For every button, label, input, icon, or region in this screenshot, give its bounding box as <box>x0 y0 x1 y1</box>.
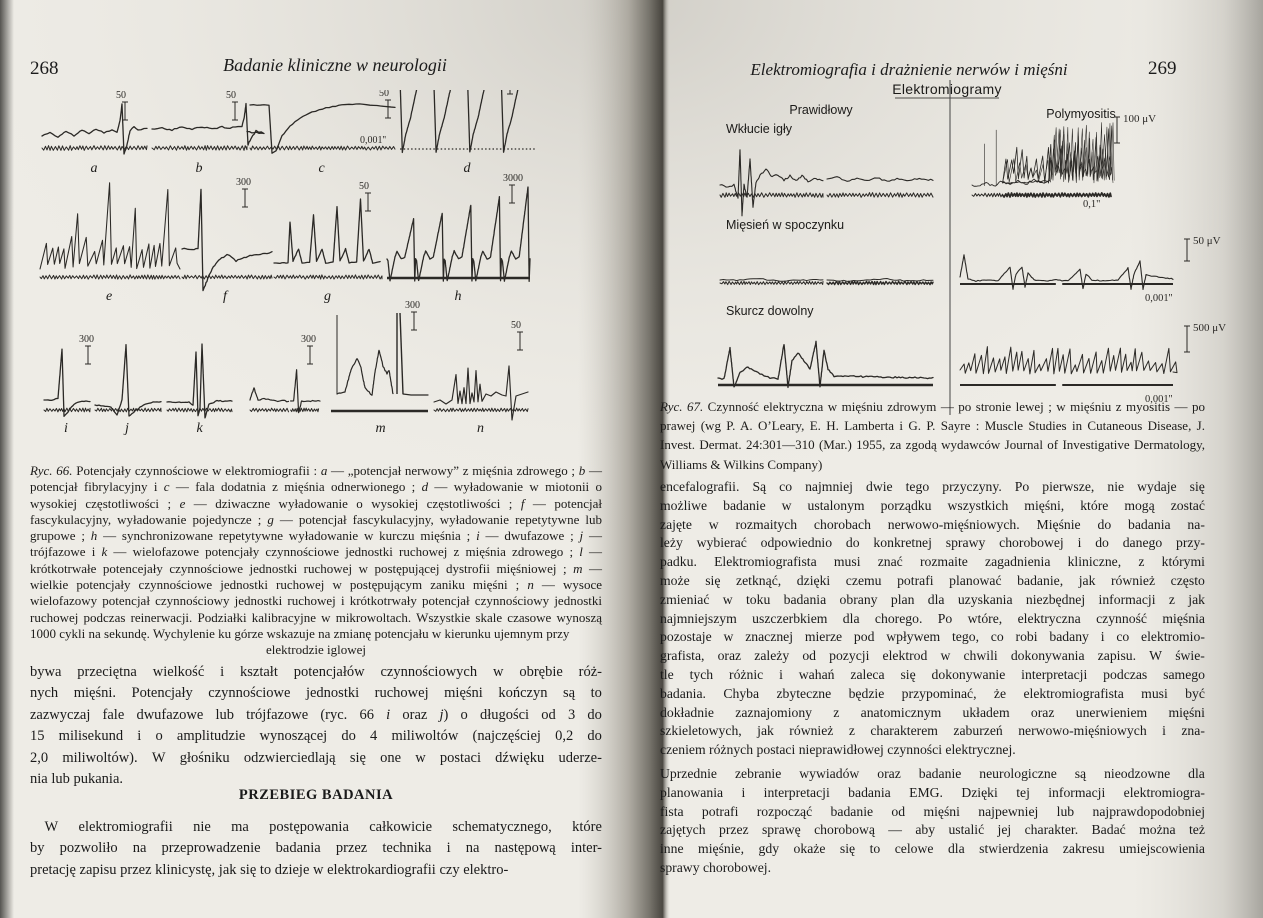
svg-text:n: n <box>477 421 484 436</box>
svg-text:k: k <box>197 421 204 436</box>
svg-text:300: 300 <box>79 334 94 345</box>
svg-text:50: 50 <box>359 181 369 192</box>
svg-text:d: d <box>464 161 472 176</box>
svg-text:50: 50 <box>116 90 126 101</box>
svg-text:100 μV: 100 μV <box>1123 113 1156 125</box>
svg-text:Polymyositis: Polymyositis <box>1046 107 1115 121</box>
svg-text:Prawidłowy: Prawidłowy <box>789 103 853 117</box>
svg-text:f: f <box>223 289 229 304</box>
svg-text:0,1": 0,1" <box>1083 199 1100 210</box>
svg-text:j: j <box>123 421 129 436</box>
svg-text:50: 50 <box>226 90 236 101</box>
svg-text:c: c <box>319 161 326 176</box>
svg-text:50: 50 <box>379 90 389 99</box>
svg-text:300: 300 <box>236 177 251 188</box>
svg-text:Skurcz dowolny: Skurcz dowolny <box>726 304 814 318</box>
svg-text:50: 50 <box>511 320 521 331</box>
svg-text:h: h <box>455 289 462 304</box>
svg-text:0,001'': 0,001'' <box>360 135 386 146</box>
svg-text:g: g <box>324 289 331 304</box>
svg-text:m: m <box>376 421 386 436</box>
svg-text:e: e <box>106 289 112 304</box>
svg-text:500 μV: 500 μV <box>1193 322 1226 334</box>
svg-text:Wkłucie igły: Wkłucie igły <box>726 122 793 136</box>
svg-text:b: b <box>196 161 203 176</box>
svg-text:50 μV: 50 μV <box>1193 235 1221 247</box>
svg-text:i: i <box>64 421 68 436</box>
svg-text:Mięsień w spoczynku: Mięsień w spoczynku <box>726 218 844 232</box>
svg-text:a: a <box>91 161 98 176</box>
svg-text:Elektromiogramy: Elektromiogramy <box>892 81 1002 97</box>
svg-text:0,001'': 0,001'' <box>1145 293 1173 304</box>
svg-text:300: 300 <box>301 334 316 345</box>
svg-text:3000: 3000 <box>503 173 523 184</box>
svg-text:300: 300 <box>405 300 420 311</box>
